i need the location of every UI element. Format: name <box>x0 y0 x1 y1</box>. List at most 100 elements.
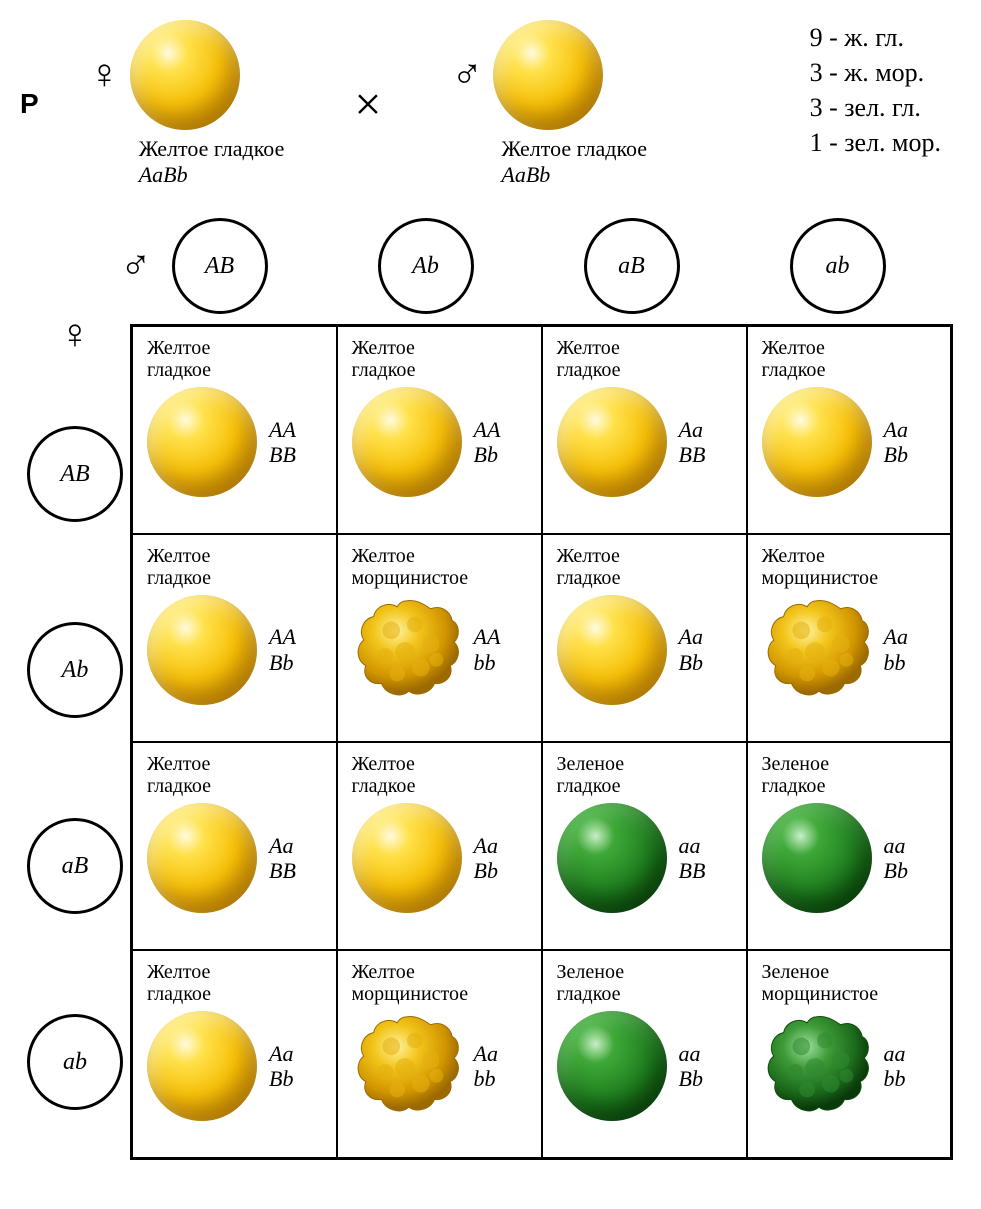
ratio-line: 3 - ж. мор. <box>810 55 941 90</box>
cell-genotype: aa bb <box>884 1041 906 1092</box>
cell-phenotype: Зеленое гладкое <box>557 961 736 1005</box>
cell-pheno-line2: гладкое <box>762 775 826 797</box>
cell-geno-line2: bb <box>474 1066 496 1091</box>
cell-pheno-line1: Желтое <box>762 337 825 359</box>
parents-row: P ♀ Желтое гладкое AaBb × ♂ Желтое гладк… <box>20 20 647 188</box>
cell-body: Aa Bb <box>557 595 736 705</box>
cell-pheno-line1: Желтое <box>352 337 415 359</box>
cell-geno-line2: Bb <box>269 650 293 675</box>
cell-pheno-line2: гладкое <box>147 567 211 589</box>
cell-genotype: Aa Bb <box>474 833 498 884</box>
cell-pheno-line1: Желтое <box>147 961 210 983</box>
punnett-cell: Желтое морщинистое AA bb <box>337 534 542 742</box>
phenotype-ratio: 9 - ж. гл. 3 - ж. мор. 3 - зел. гл. 1 - … <box>810 20 941 160</box>
cell-geno-line1: AA <box>269 417 296 442</box>
cell-geno-line1: Aa <box>884 417 908 442</box>
cell-phenotype: Желтое гладкое <box>557 337 736 381</box>
cell-geno-line2: BB <box>269 442 296 467</box>
cell-genotype: aa Bb <box>679 1041 703 1092</box>
cell-body: Aa Bb <box>147 1011 326 1121</box>
cell-pheno-line2: морщинистое <box>352 983 469 1005</box>
cell-pheno-line2: гладкое <box>352 775 416 797</box>
cell-phenotype: Желтое гладкое <box>147 961 326 1005</box>
parent-male-phenotype: Желтое гладкое <box>501 136 647 162</box>
cell-geno-line2: Bb <box>679 1066 703 1091</box>
cell-geno-line2: BB <box>679 442 706 467</box>
cell-geno-line2: BB <box>679 858 706 883</box>
cell-geno-line1: Aa <box>474 1041 498 1066</box>
green-smooth-pea-icon <box>557 1011 667 1121</box>
cell-body: aa Bb <box>557 1011 736 1121</box>
cell-body: Aa BB <box>147 803 326 913</box>
cell-genotype: AA BB <box>269 417 296 468</box>
cell-geno-line2: Bb <box>474 858 498 883</box>
cell-phenotype: Желтое гладкое <box>147 337 326 381</box>
punnett-square-wrap: ♀ AB Ab aB ab Желтое гладкое AA BB Желто… <box>20 324 961 1160</box>
punnett-cell: Зеленое гладкое aa Bb <box>542 950 747 1158</box>
cell-pheno-line2: гладкое <box>557 567 621 589</box>
cell-geno-line1: AA <box>474 624 501 649</box>
male-gamete: AB <box>172 218 268 314</box>
cell-pheno-line2: гладкое <box>352 359 416 381</box>
punnett-cell: Желтое гладкое Aa BB <box>132 742 337 950</box>
cell-geno-line2: bb <box>884 650 906 675</box>
cell-phenotype: Желтое морщинистое <box>352 961 531 1005</box>
yellow-smooth-pea-icon <box>557 387 667 497</box>
yellow-smooth-pea-icon <box>147 803 257 913</box>
parent-female-phenotype: Желтое гладкое <box>139 136 285 162</box>
cell-pheno-line2: гладкое <box>557 983 621 1005</box>
punnett-cell: Зеленое гладкое aa Bb <box>747 742 952 950</box>
cell-pheno-line2: гладкое <box>147 775 211 797</box>
cell-genotype: aa BB <box>679 833 706 884</box>
cell-geno-line1: AA <box>474 417 501 442</box>
cell-pheno-line1: Желтое <box>352 753 415 775</box>
female-gamete: ab <box>27 1014 123 1110</box>
cell-pheno-line2: морщинистое <box>352 567 469 589</box>
female-gamete: Ab <box>27 622 123 718</box>
male-gamete: Ab <box>378 218 474 314</box>
cell-genotype: Aa bb <box>884 624 908 675</box>
punnett-row: Желтое гладкое Aa Bb Желтое морщинистое <box>132 950 952 1158</box>
cell-genotype: AA bb <box>474 624 501 675</box>
cell-pheno-line1: Желтое <box>147 545 210 567</box>
parent-male-pea-icon <box>493 20 603 130</box>
cell-genotype: aa Bb <box>884 833 908 884</box>
cell-phenotype: Желтое гладкое <box>557 545 736 589</box>
cell-pheno-line1: Желтое <box>557 545 620 567</box>
cell-genotype: Aa Bb <box>679 624 703 675</box>
punnett-square: Желтое гладкое AA BB Желтое гладкое AA B… <box>130 324 953 1160</box>
cell-body: aa bb <box>762 1011 941 1121</box>
cell-genotype: AA Bb <box>269 624 296 675</box>
yellow-wrinkled-pea-icon <box>352 595 462 705</box>
green-smooth-pea-icon <box>557 803 667 913</box>
cell-geno-line1: Aa <box>884 624 908 649</box>
cell-phenotype: Зеленое гладкое <box>762 753 941 797</box>
cell-pheno-line1: Зеленое <box>557 753 625 775</box>
punnett-cell: Желтое морщинистое Aa bb <box>747 534 952 742</box>
cell-pheno-line2: гладкое <box>557 775 621 797</box>
punnett-cell: Желтое гладкое AA Bb <box>337 326 542 534</box>
cell-pheno-line1: Зеленое <box>762 961 830 983</box>
cell-phenotype: Желтое морщинистое <box>762 545 941 589</box>
cell-geno-line1: Aa <box>679 417 703 442</box>
cell-geno-line1: aa <box>679 833 701 858</box>
punnett-cell: Зеленое морщинистое aa bb <box>747 950 952 1158</box>
cell-pheno-line1: Зеленое <box>557 961 625 983</box>
yellow-smooth-pea-icon <box>147 595 257 705</box>
punnett-cell: Желтое морщинистое Aa bb <box>337 950 542 1158</box>
cell-geno-line2: Bb <box>884 858 908 883</box>
cell-body: aa BB <box>557 803 736 913</box>
cell-genotype: Aa bb <box>474 1041 498 1092</box>
cell-body: Aa bb <box>352 1011 531 1121</box>
cell-phenotype: Желтое морщинистое <box>352 545 531 589</box>
ratio-line: 1 - зел. мор. <box>810 125 941 160</box>
punnett-row: Желтое гладкое AA Bb Желтое морщинистое <box>132 534 952 742</box>
female-gamete: AB <box>27 426 123 522</box>
cell-body: Aa bb <box>762 595 941 705</box>
cell-body: Aa Bb <box>762 387 941 497</box>
yellow-smooth-pea-icon <box>147 387 257 497</box>
ratio-line: 9 - ж. гл. <box>810 20 941 55</box>
punnett-cell: Желтое гладкое AA Bb <box>132 534 337 742</box>
cell-geno-line2: Bb <box>474 442 498 467</box>
cell-body: AA Bb <box>352 387 531 497</box>
